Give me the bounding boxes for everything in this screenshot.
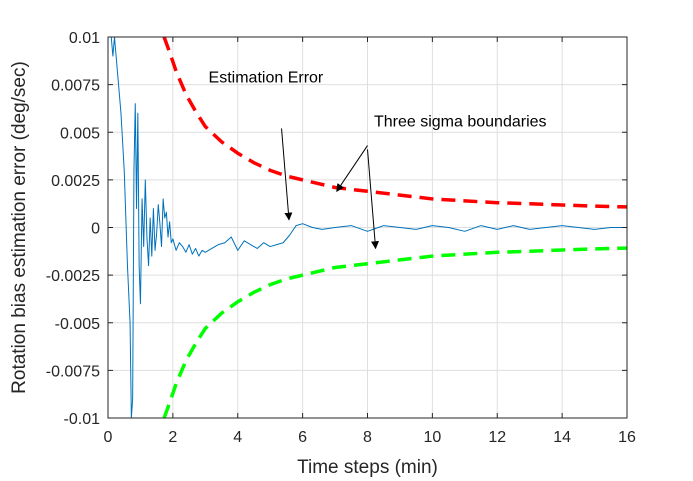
x-tick-label: 6: [298, 429, 307, 446]
annotation-arrow: [367, 149, 380, 250]
series-clip-group: [110, 37, 627, 418]
y-tick-label: 0.005: [60, 125, 100, 142]
annotation-arrow: [336, 145, 368, 192]
y-tick-label: 0.0075: [51, 78, 100, 95]
y-tick-label: -0.005: [55, 316, 100, 333]
annotations-layer: Estimation Error Three sigma boundaries: [209, 70, 547, 250]
x-tick-label: 12: [488, 429, 506, 446]
x-tick-label: 0: [104, 429, 113, 446]
series-layer: [110, 37, 627, 418]
upper-three-sigma-boundary-line: [162, 37, 627, 209]
annotation-arrow: [281, 128, 293, 221]
estimation-error-line: [110, 37, 627, 418]
x-tick-label: 8: [363, 429, 372, 446]
y-tick-label: 0: [91, 221, 100, 238]
y-axis-label: Rotation bias estimation error (deg/sec): [9, 61, 30, 394]
y-tick-label: 0.0025: [51, 173, 100, 190]
x-tick-label: 10: [423, 429, 441, 446]
axes-layer: 0 2 4 6 8 10 12 14 16 -0.01 -0.0075 -0.005 -0.0025 0 0…: [9, 30, 636, 478]
x-tick-label: 2: [168, 429, 177, 446]
annotation-text: Three sigma boundaries: [374, 114, 547, 131]
y-tick-label: -0.0025: [46, 268, 100, 285]
annotation-text: Estimation Error: [209, 70, 324, 87]
x-tick-label: 16: [618, 429, 636, 446]
x-axis-label: Time steps (min): [297, 457, 438, 478]
x-tick-label: 4: [233, 429, 242, 446]
y-tick-label: -0.01: [64, 411, 101, 428]
y-tick-label: -0.0075: [46, 363, 100, 380]
x-tick-label: 14: [553, 429, 571, 446]
lower-three-sigma-boundary-line: [162, 246, 627, 418]
y-tick-label: 0.01: [69, 30, 100, 47]
